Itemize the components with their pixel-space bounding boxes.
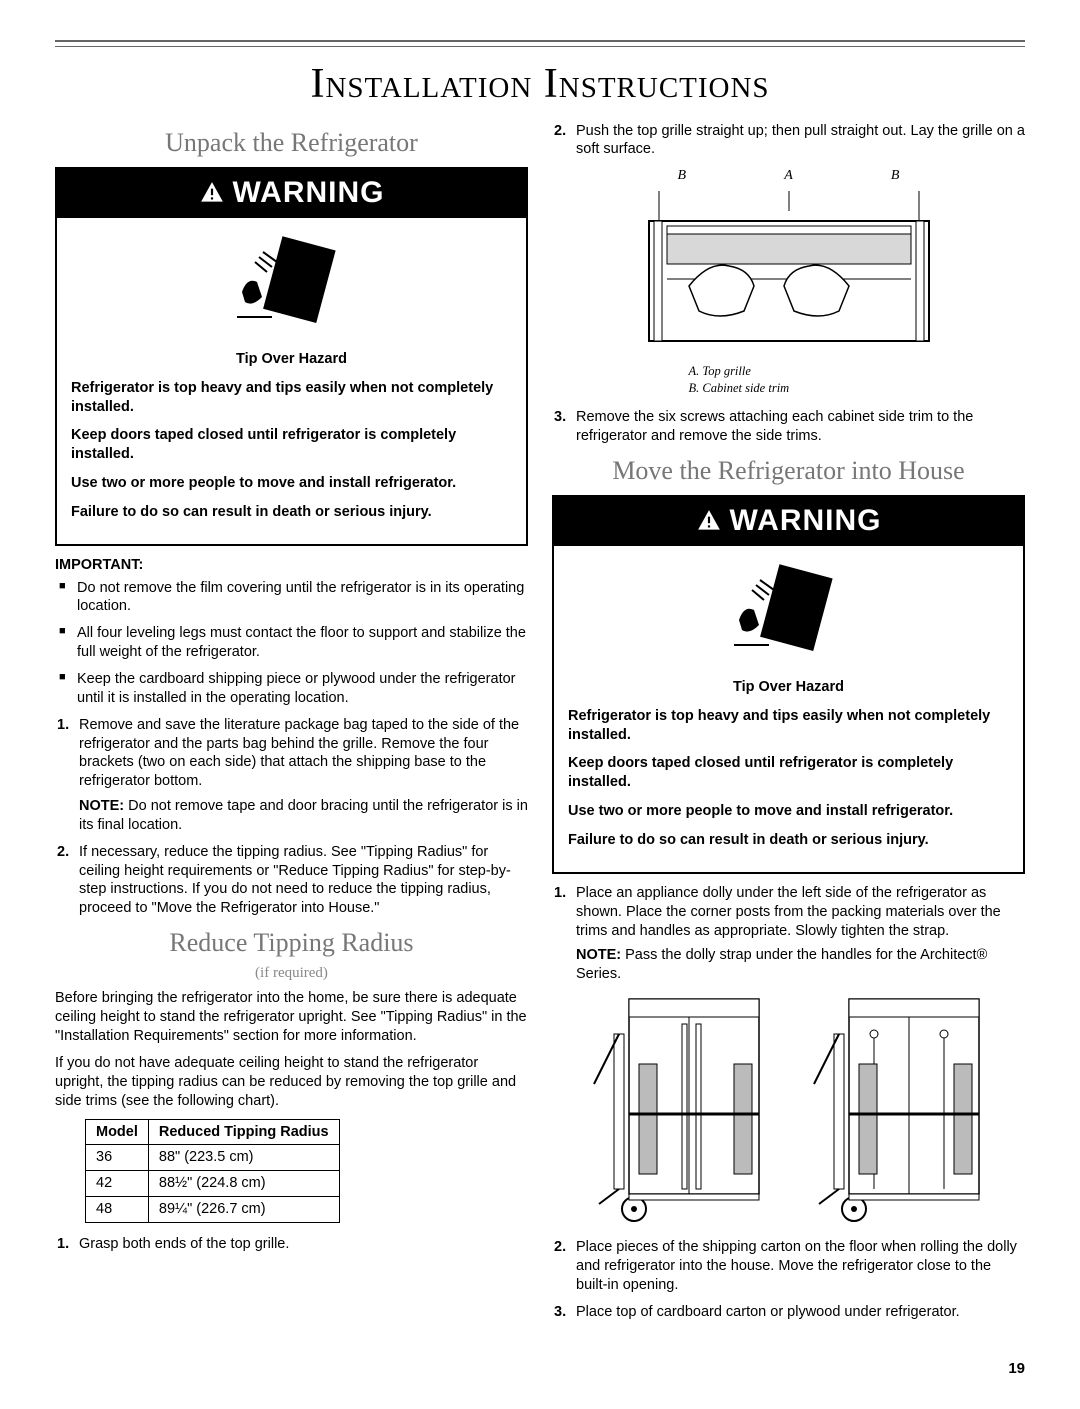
alert-triangle-icon (199, 180, 225, 206)
left-column: Unpack the Refrigerator WARNING (55, 122, 528, 1330)
step-2: If necessary, reduce the tipping radius.… (55, 843, 528, 918)
move-steps-cont: Place pieces of the shipping carton on t… (552, 1238, 1025, 1321)
reduce-subhead: (if required) (55, 964, 528, 984)
tip-over-illustration (57, 218, 526, 346)
alert-triangle-icon (696, 508, 722, 534)
warning-header: WARNING (57, 169, 526, 218)
td: 88½" (224.8 cm) (148, 1171, 339, 1197)
warning-line: Keep doors taped closed until refrigerat… (568, 754, 1009, 792)
reduce-steps-left: Grasp both ends of the top grille. (55, 1235, 528, 1254)
reduce-p2: If you do not have adequate ceiling heig… (55, 1054, 528, 1111)
td: 89¼" (226.7 cm) (148, 1197, 339, 1223)
dolly-diagrams (552, 994, 1025, 1224)
tip-over-illustration (554, 546, 1023, 674)
dolly-diagram-1 (584, 994, 774, 1224)
warning-line: Refrigerator is top heavy and tips easil… (71, 379, 512, 417)
rule-top-thin (55, 46, 1025, 47)
note-text: Pass the dolly strap under the handles f… (576, 947, 987, 982)
td: 36 (86, 1145, 149, 1171)
note-text: Do not remove tape and door bracing unti… (79, 798, 528, 833)
warning-label: WARNING (730, 501, 882, 540)
td: 88" (223.5 cm) (148, 1145, 339, 1171)
warning-line: Failure to do so can result in death or … (71, 503, 512, 522)
diagram-caption: A. Top grille B. Cabinet side trim (689, 363, 889, 398)
tip-over-icon (227, 232, 357, 332)
warning-text-block: Tip Over Hazard Refrigerator is top heav… (554, 674, 1023, 872)
warning-text-block: Tip Over Hazard Refrigerator is top heav… (57, 346, 526, 544)
td: 42 (86, 1171, 149, 1197)
label-B: B (678, 167, 687, 185)
th-radius: Reduced Tipping Radius (148, 1119, 339, 1145)
reduce-heading: Reduce Tipping Radius (55, 926, 528, 960)
grille-svg (619, 191, 959, 351)
reduce-step-2: Push the top grille straight up; then pu… (552, 122, 1025, 160)
caption-b: B. Cabinet side trim (689, 380, 889, 398)
td: 48 (86, 1197, 149, 1223)
label-B: B (891, 167, 900, 185)
th-model: Model (86, 1119, 149, 1145)
table-row: 4288½" (224.8 cm) (86, 1171, 340, 1197)
warning-box-move: WARNING Tip Over Hazard Refrigerator is … (552, 495, 1025, 873)
step-text: Remove and save the literature package b… (79, 717, 519, 790)
warning-line: Refrigerator is top heavy and tips easil… (568, 707, 1009, 745)
move-steps: Place an appliance dolly under the left … (552, 884, 1025, 984)
warning-header: WARNING (554, 497, 1023, 546)
step-note: NOTE: Pass the dolly strap under the han… (576, 946, 1025, 984)
table-row: 3688" (223.5 cm) (86, 1145, 340, 1171)
rule-top-thick (55, 40, 1025, 42)
step-text: Place an appliance dolly under the left … (576, 885, 1001, 939)
step-note: NOTE: Do not remove tape and door bracin… (79, 797, 528, 835)
right-column: Push the top grille straight up; then pu… (552, 122, 1025, 1330)
hazard-title: Tip Over Hazard (568, 678, 1009, 697)
reduce-step-3: Remove the six screws attaching each cab… (552, 408, 1025, 446)
caption-a: A. Top grille (689, 363, 889, 381)
move-step-2: Place pieces of the shipping carton on t… (552, 1238, 1025, 1295)
diagram-top-labels: B A B (629, 167, 949, 185)
move-step-1: Place an appliance dolly under the left … (552, 884, 1025, 984)
page-title: Installation Instructions (55, 57, 1025, 112)
move-heading: Move the Refrigerator into House (552, 454, 1025, 488)
warning-line: Failure to do so can result in death or … (568, 831, 1009, 850)
bullet-item: All four leveling legs must contact the … (55, 624, 528, 662)
reduce-step-1: Grasp both ends of the top grille. (55, 1235, 528, 1254)
hazard-title: Tip Over Hazard (71, 350, 512, 369)
warning-line: Use two or more people to move and insta… (71, 474, 512, 493)
two-column-layout: Unpack the Refrigerator WARNING (55, 122, 1025, 1330)
bullet-item: Keep the cardboard shipping piece or ply… (55, 670, 528, 708)
important-bullets: Do not remove the film covering until th… (55, 579, 528, 708)
step-1: Remove and save the literature package b… (55, 716, 528, 835)
bullet-item: Do not remove the film covering until th… (55, 579, 528, 617)
reduce-steps-right: Push the top grille straight up; then pu… (552, 122, 1025, 160)
tipping-radius-table: Model Reduced Tipping Radius 3688" (223.… (85, 1119, 340, 1223)
important-label: IMPORTANT: (55, 556, 528, 575)
page-number: 19 (55, 1359, 1025, 1379)
tip-over-icon (724, 560, 854, 660)
warning-line: Use two or more people to move and insta… (568, 802, 1009, 821)
unpack-steps: Remove and save the literature package b… (55, 716, 528, 918)
dolly-diagram-2 (804, 994, 994, 1224)
unpack-heading: Unpack the Refrigerator (55, 126, 528, 160)
move-step-3: Place top of cardboard carton or plywood… (552, 1303, 1025, 1322)
warning-line: Keep doors taped closed until refrigerat… (71, 426, 512, 464)
table-row: 4889¼" (226.7 cm) (86, 1197, 340, 1223)
warning-box-unpack: WARNING Tip Over Hazard Refrigerator is … (55, 167, 528, 545)
grille-diagram (552, 191, 1025, 357)
warning-label: WARNING (233, 173, 385, 212)
reduce-p1: Before bringing the refrigerator into th… (55, 989, 528, 1046)
note-label: NOTE: (79, 798, 124, 814)
note-label: NOTE: (576, 947, 621, 963)
label-A: A (784, 167, 793, 185)
reduce-step-3-list: Remove the six screws attaching each cab… (552, 408, 1025, 446)
